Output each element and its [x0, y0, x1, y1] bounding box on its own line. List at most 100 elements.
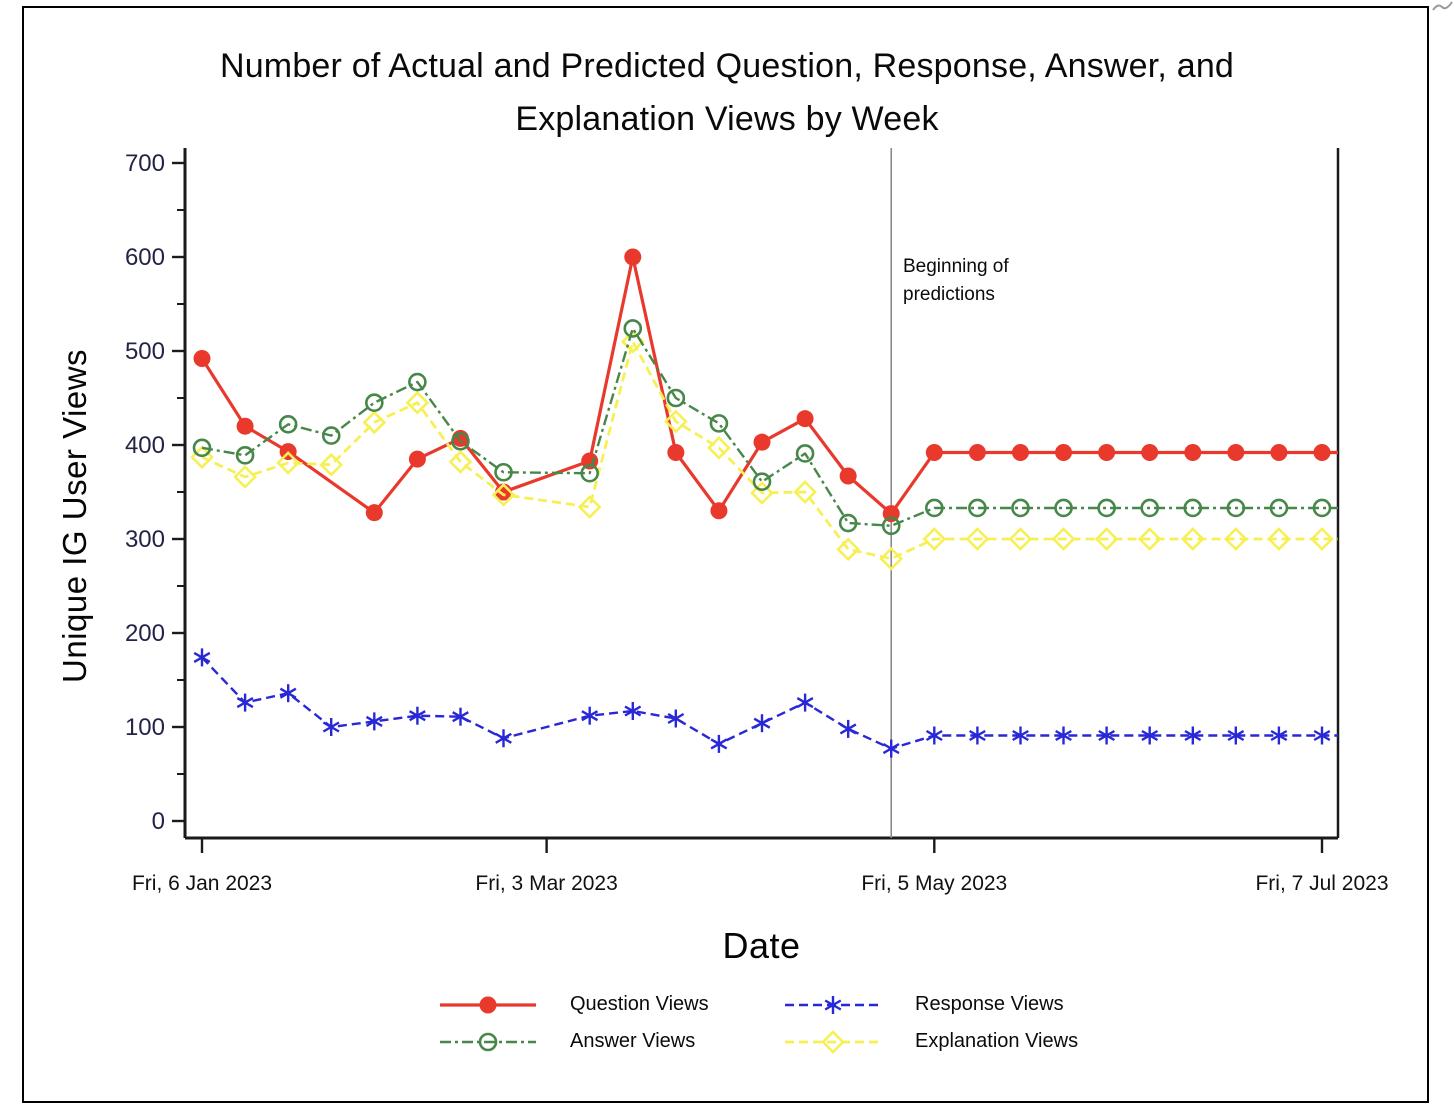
data-point-open-circle — [623, 319, 643, 338]
legend-swatch — [440, 1032, 536, 1051]
data-point-filled-circle — [1098, 444, 1116, 462]
data-point-asterisk — [624, 702, 642, 720]
y-tick-label: 300 — [125, 526, 165, 553]
data-point-asterisk — [839, 719, 857, 738]
data-point-filled-circle — [796, 410, 814, 428]
data-point-filled-circle — [479, 996, 497, 1013]
data-point-open-diamond — [577, 495, 602, 519]
chart-title-line1: Number of Actual and Predicted Question,… — [219, 47, 1235, 85]
data-point-open-diamond — [448, 450, 473, 474]
legend-item-answer-views: Answer Views — [438, 1023, 783, 1060]
y-tick-label: 0 — [152, 808, 165, 835]
data-point-asterisk — [969, 726, 986, 745]
series-line-answer-views — [201, 327, 1338, 527]
legend-swatch — [440, 996, 536, 1013]
data-point-open-diamond — [836, 537, 860, 562]
data-point-filled-circle — [1055, 444, 1073, 462]
data-point-asterisk — [1184, 726, 1202, 745]
stray-mark — [1432, 1, 1453, 11]
data-point-open-diamond — [1008, 527, 1033, 551]
legend-swatch — [785, 1029, 881, 1054]
data-point-open-diamond — [793, 480, 817, 504]
data-point-filled-circle — [753, 433, 771, 451]
data-point-open-diamond — [1267, 527, 1291, 551]
data-point-filled-circle — [839, 467, 857, 485]
data-point-open-circle — [709, 414, 729, 433]
data-point-asterisk — [796, 693, 814, 712]
data-point-asterisk — [279, 684, 297, 703]
y-axis-title: Unique IG User Views — [56, 348, 93, 684]
data-point-open-circle — [925, 498, 944, 518]
data-point-filled-circle — [193, 350, 211, 368]
legend-swatch — [785, 995, 881, 1014]
data-point-asterisk — [1055, 726, 1072, 745]
data-point-filled-circle — [236, 417, 254, 435]
legend-item-question-views: Question Views — [438, 986, 783, 1023]
data-point-open-circle — [494, 462, 513, 482]
data-point-open-circle — [478, 1032, 498, 1051]
data-point-open-circle — [278, 415, 298, 434]
chart-title: Number of Actual and Predicted Question,… — [40, 40, 1414, 145]
data-point-open-circle — [1011, 498, 1030, 518]
data-point-open-diamond — [664, 409, 688, 434]
data-point-open-circle — [881, 516, 901, 536]
data-point-open-circle — [451, 431, 470, 451]
data-point-filled-circle — [1270, 444, 1288, 462]
data-point-open-circle — [321, 426, 341, 445]
x-tick-label: Fri, 3 Mar 2023 — [475, 872, 617, 895]
legend: Question Views Response Views Answer Views… — [438, 986, 1128, 1060]
data-point-open-diamond — [707, 435, 731, 460]
data-point-open-diamond — [750, 481, 774, 505]
prediction-annotation-line2: predictions — [903, 283, 995, 305]
data-point-open-diamond — [233, 465, 257, 489]
data-point-asterisk — [1270, 726, 1288, 745]
data-point-open-circle — [235, 446, 255, 465]
legend-label: Answer Views — [570, 1030, 696, 1052]
data-point-asterisk — [882, 739, 900, 758]
data-point-asterisk — [1313, 726, 1331, 745]
data-point-filled-circle — [408, 450, 426, 468]
data-point-open-diamond — [362, 410, 387, 435]
x-tick-label: Fri, 5 May 2023 — [861, 872, 1007, 895]
data-point-open-diamond — [821, 1029, 845, 1054]
series-line-explanation-views — [201, 340, 1338, 561]
data-point-open-diamond — [922, 527, 947, 551]
data-point-open-diamond — [491, 482, 516, 507]
data-point-filled-circle — [1313, 444, 1331, 462]
data-point-open-circle — [752, 472, 772, 491]
chart-title-line2: Explanation Views by Week — [515, 99, 939, 138]
data-point-open-diamond — [276, 451, 300, 475]
data-point-filled-circle — [1184, 444, 1202, 462]
data-point-asterisk — [495, 729, 512, 748]
data-point-asterisk — [581, 706, 599, 725]
legend-label: Explanation Views — [915, 1030, 1079, 1052]
data-point-asterisk — [824, 995, 842, 1014]
data-point-open-circle — [1054, 498, 1073, 518]
data-point-open-circle — [666, 388, 686, 408]
y-tick-label: 200 — [125, 620, 165, 647]
data-point-open-circle — [795, 444, 815, 463]
data-point-asterisk — [322, 718, 340, 736]
data-point-open-diamond — [1180, 527, 1205, 551]
legend-label: Response Views — [915, 993, 1064, 1015]
data-point-open-diamond — [965, 527, 990, 551]
data-point-filled-circle — [667, 444, 685, 462]
series-line-response-views — [201, 656, 1338, 750]
data-point-open-diamond — [1137, 527, 1162, 551]
data-point-open-diamond — [1310, 527, 1334, 551]
data-point-asterisk — [710, 734, 728, 753]
data-point-asterisk — [1098, 726, 1115, 745]
data-point-open-diamond — [319, 452, 344, 477]
data-point-asterisk — [1227, 726, 1245, 745]
data-point-filled-circle — [1141, 444, 1159, 462]
data-point-filled-circle — [925, 444, 943, 462]
data-point-asterisk — [753, 714, 771, 733]
data-point-filled-circle — [1227, 444, 1245, 462]
data-point-open-circle — [1226, 498, 1246, 518]
data-point-asterisk — [452, 707, 469, 726]
data-point-open-circle — [1183, 498, 1203, 518]
data-point-asterisk — [925, 726, 943, 745]
data-point-asterisk — [667, 709, 685, 728]
data-point-filled-circle — [968, 444, 986, 462]
data-point-open-diamond — [1051, 527, 1076, 551]
